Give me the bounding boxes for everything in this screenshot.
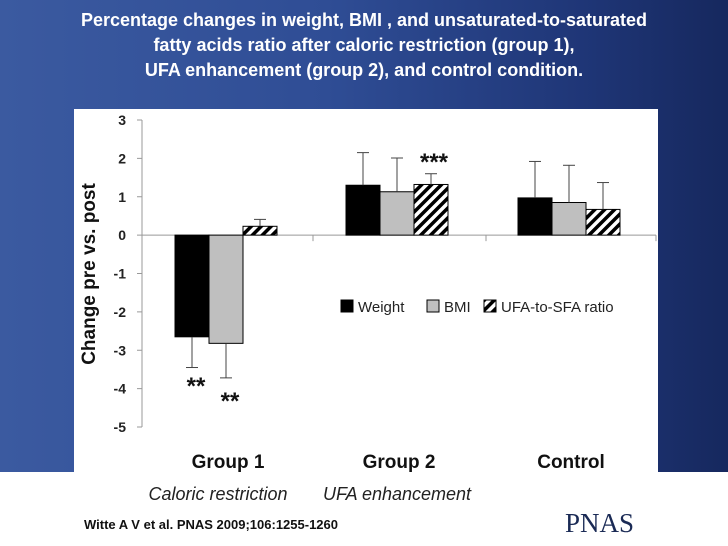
legend-label-bmi: BMI (444, 299, 471, 316)
bar-ufa-control (585, 208, 621, 236)
legend-label-ufa: UFA-to-SFA ratio (501, 299, 614, 316)
y-axis-label: Change pre vs. post (79, 183, 100, 365)
condition-label: Caloric restriction (148, 484, 287, 504)
legend-swatch-weight (340, 299, 354, 313)
y-tick-label: -3 (114, 342, 127, 358)
bar-bmi-group-1 (208, 234, 244, 344)
bar-ufa-group-2 (413, 183, 449, 236)
y-tick-label: 0 (118, 227, 126, 243)
title-line-1: Percentage changes in weight, BMI , and … (80, 10, 648, 30)
legend-swatch-ufa (483, 299, 497, 313)
title-line-2: fatty acids ratio after caloric restrict… (153, 35, 575, 55)
pnas-logo: PNAS (565, 508, 635, 538)
condition-label: UFA enhancement (323, 484, 472, 504)
legend-label-weight: Weight (358, 299, 405, 316)
bar-bmi-control (551, 202, 587, 236)
bar-ufa-group-1 (242, 225, 278, 236)
y-tick-label: 2 (118, 150, 126, 166)
y-tick-label: 3 (118, 112, 126, 128)
slide-title: Percentage changes in weight, BMI , and … (0, 8, 728, 83)
category-label: Control (537, 452, 605, 473)
category-label: Group 2 (363, 452, 436, 473)
bar-bmi-group-2 (379, 191, 415, 236)
y-tick-label: 1 (118, 189, 126, 205)
caption-panel (0, 472, 728, 546)
significance-marker: ** (221, 388, 240, 415)
chart-panel (74, 109, 658, 472)
y-tick-label: -1 (114, 266, 127, 282)
y-tick-label: -2 (114, 304, 127, 320)
citation: Witte A V et al. PNAS 2009;106:1255-1260 (84, 517, 338, 532)
legend-swatch-bmi (426, 299, 440, 313)
significance-marker: *** (420, 149, 449, 176)
bar-weight-group-2 (345, 184, 381, 236)
y-tick-label: -4 (114, 381, 127, 397)
title-line-3: UFA enhancement (group 2), and control c… (144, 60, 584, 80)
bar-weight-group-1 (174, 234, 210, 338)
significance-marker: ** (187, 373, 206, 400)
bar-weight-control (517, 197, 553, 236)
category-label: Group 1 (192, 452, 265, 473)
y-tick-label: -5 (114, 419, 127, 435)
